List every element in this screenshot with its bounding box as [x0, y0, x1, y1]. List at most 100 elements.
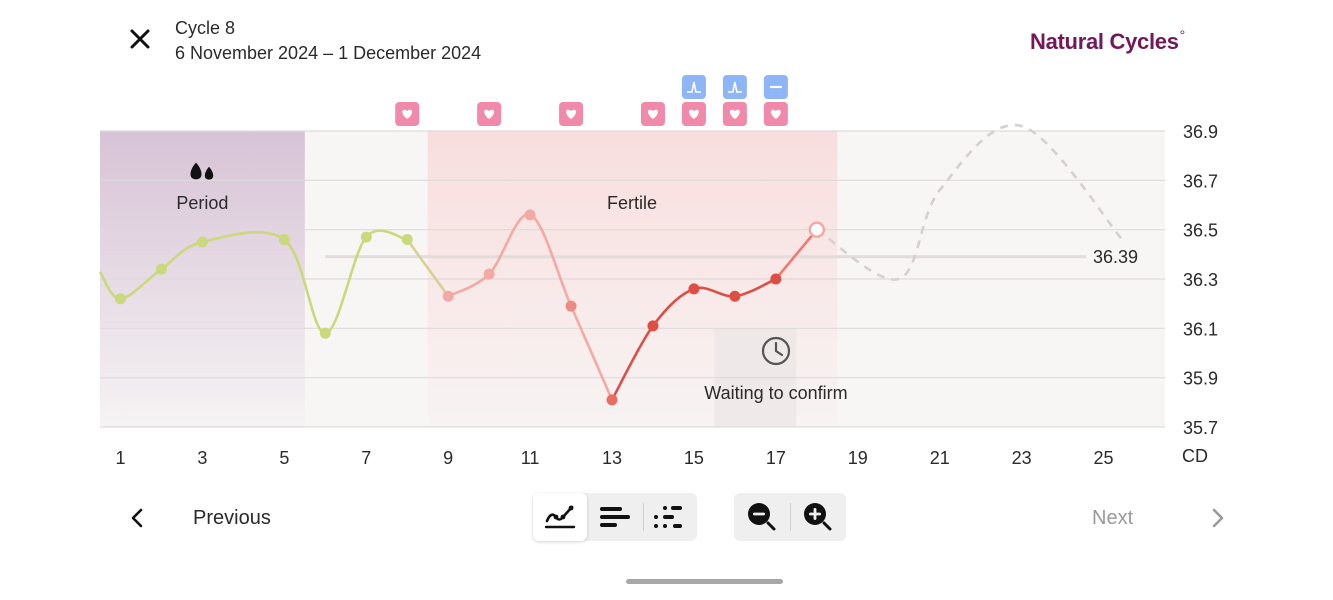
zoom-in-button[interactable] — [790, 493, 846, 541]
close-button[interactable] — [124, 26, 156, 54]
zoom-controls — [734, 493, 846, 541]
heart-icon — [770, 109, 781, 119]
previous-button[interactable]: Previous — [120, 498, 271, 538]
temperature-point — [360, 231, 372, 243]
heart-icon — [566, 109, 576, 119]
temperature-point — [524, 209, 536, 221]
heart-icon — [648, 109, 658, 119]
temperature-point — [155, 263, 167, 275]
chevron-left-icon — [120, 500, 156, 536]
brand-name: Natural Cycles — [1030, 29, 1179, 54]
test-badge — [722, 75, 747, 99]
next-button[interactable]: Next — [1092, 498, 1235, 538]
clock-hands — [774, 341, 784, 357]
drops-icon — [190, 162, 214, 180]
temperature-point — [483, 268, 495, 280]
chevron-right-icon — [1199, 500, 1235, 536]
zoom-out-icon — [748, 503, 776, 531]
x-tick-label: 5 — [279, 448, 289, 468]
lh-peak-icon — [727, 81, 742, 93]
x-tick-label: 23 — [1012, 448, 1032, 468]
x-tick-label: 9 — [443, 448, 453, 468]
y-tick-label: 35.7 — [1183, 418, 1218, 438]
clock-face — [761, 336, 791, 366]
prediction-line — [816, 123, 1126, 281]
view-separator — [643, 503, 644, 531]
temperature-point — [278, 234, 290, 246]
heart-marker — [763, 102, 788, 126]
temperature-point — [442, 290, 454, 302]
temperature-point — [647, 320, 659, 332]
x-tick-label: 19 — [848, 448, 868, 468]
heart-marker — [640, 102, 665, 126]
x-tick-label: 17 — [766, 448, 786, 468]
heart-icon — [729, 109, 740, 119]
today-point — [808, 221, 826, 238]
waiting-label: Waiting to confirm — [704, 383, 847, 403]
zoom-separator — [790, 503, 791, 531]
x-tick-label: 3 — [197, 448, 207, 468]
y-tick-label: 36.3 — [1183, 270, 1218, 290]
x-tick-label: 21 — [930, 448, 950, 468]
temperature-point — [114, 293, 126, 305]
brand-logo: Natural Cycles° — [1030, 27, 1186, 55]
period-temperature-line — [98, 229, 408, 335]
heart-marker — [477, 102, 502, 126]
test-badge — [681, 75, 706, 99]
lh-peak-icon — [686, 81, 701, 93]
drop-shape — [204, 166, 214, 180]
lh-test-marker — [681, 75, 706, 99]
clock-icon — [761, 336, 791, 366]
lh-test-marker — [722, 75, 747, 99]
x-axis-label: CD — [1182, 446, 1208, 466]
x-tick-label: 11 — [521, 448, 540, 468]
coverline-label: 36.39 — [1093, 247, 1138, 267]
fertile-label: Fertile — [607, 193, 657, 213]
temperature-point — [688, 283, 700, 295]
zoom-out-button[interactable] — [734, 493, 790, 541]
cycle-date-range: 6 November 2024 – 1 December 2024 — [175, 43, 482, 63]
cycle-title: Cycle 8 — [175, 18, 236, 38]
brand-mark: ° — [1179, 27, 1186, 43]
period-label: Period — [176, 193, 228, 213]
heart-marker — [559, 102, 584, 126]
x-tick-label: 13 — [602, 448, 622, 468]
dots-icon — [654, 506, 682, 528]
temperature-point — [729, 290, 741, 302]
temperature-point — [319, 327, 331, 339]
previous-label: Previous — [193, 506, 271, 529]
close-icon — [130, 29, 150, 49]
x-tick-label: 1 — [115, 448, 125, 468]
heart-marker — [395, 102, 420, 126]
temperature-point — [196, 236, 208, 248]
temperature-point — [565, 300, 577, 312]
bars-icon — [600, 507, 630, 527]
next-label: Next — [1092, 506, 1134, 529]
heart-icon — [402, 109, 413, 119]
temperature-point — [770, 273, 782, 285]
y-tick-label: 36.1 — [1183, 319, 1218, 339]
temperature-point — [401, 234, 413, 246]
zoom-in-icon — [804, 503, 832, 531]
y-tick-label: 35.9 — [1183, 369, 1218, 389]
y-tick-label: 36.7 — [1183, 171, 1218, 191]
heart-icon — [484, 109, 495, 119]
y-tick-label: 36.5 — [1183, 221, 1218, 241]
heart-icon — [689, 109, 699, 119]
drop-shape — [190, 162, 202, 180]
x-tick-label: 7 — [361, 448, 371, 468]
bottom-toolbar: Previous — [0, 490, 1333, 546]
x-tick-label: 15 — [684, 448, 704, 468]
home-indicator — [626, 579, 783, 584]
lh-negative-marker — [763, 75, 788, 99]
bar-view-button[interactable] — [587, 493, 641, 541]
temperature-chart[interactable]: 36.936.736.536.336.135.935.71 3 5 7 9 11 13 15 1… — [0, 0, 1333, 480]
graph-view-button[interactable] — [533, 493, 587, 541]
x-tick-label: 25 — [1094, 448, 1114, 468]
line-graph-icon — [544, 505, 576, 529]
temperature-point — [606, 394, 618, 406]
y-tick-label: 36.9 — [1183, 122, 1218, 142]
heart-marker — [681, 102, 706, 126]
view-mode-switcher — [533, 493, 697, 541]
dots-view-button[interactable] — [641, 493, 695, 541]
